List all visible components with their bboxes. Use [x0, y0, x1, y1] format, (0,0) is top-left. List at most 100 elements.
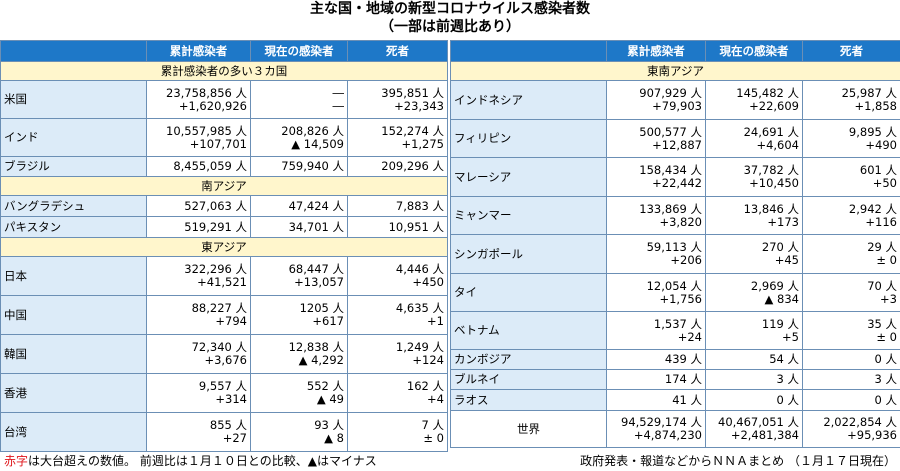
section-heading: 東南アジア [450, 61, 900, 81]
value: 270 人 [761, 240, 799, 254]
value: 59,113 人 [646, 240, 702, 254]
weekly-change: +116 [865, 214, 897, 229]
table-row: タイ 12,054 人 +1,756 2,969 人 ▲ 834 70 人 +3 [450, 273, 900, 312]
region-name: パキスタン [0, 216, 147, 238]
value: 41 人 [672, 392, 702, 407]
title-sub: （一部は前週比あり） [380, 19, 520, 35]
table-row: ミャンマー 133,869 人 +3,820 13,846 人 +173 2,942 人 +… [450, 196, 900, 235]
deaths-cell: 4,635 人 +1 [347, 295, 448, 335]
value: 2,942 人 [848, 201, 897, 216]
deaths-cell: 7,883 人 [347, 195, 448, 217]
value: 25,987 人 [841, 86, 897, 100]
value: 322,296 人 [184, 262, 247, 276]
weekly-change: +617 [312, 314, 344, 328]
deaths-cell: 25,987 人 +1,858 [802, 80, 900, 120]
current-cell: 34,701 人 [250, 216, 348, 238]
weekly-change: +794 [215, 314, 247, 328]
column-header: 現在の感染者 [250, 40, 348, 62]
weekly-change: +124 [412, 353, 444, 367]
deaths-cell: 0 人 [802, 389, 900, 411]
value: 13,846 人 [743, 201, 799, 216]
weekly-change: ± 0 [423, 431, 444, 445]
value: 174 人 [664, 372, 702, 386]
value: 119 人 [761, 316, 799, 331]
weekly-change: +450 [412, 275, 444, 289]
deaths-cell: 2,942 人 +116 [802, 196, 900, 235]
region-name: 韓国 [0, 334, 147, 374]
weekly-change: ± 0 [876, 329, 897, 344]
value: 7 人 [421, 418, 444, 432]
footer-note: 赤字は大台超えの数値。 前週比は１月１０日との比較、▲はマイナス [4, 452, 377, 471]
weekly-change: +3,820 [659, 214, 702, 229]
weekly-change: ▲ 49 [316, 392, 344, 406]
column-header: 現在の感染者 [705, 40, 803, 62]
left-table: 累計感染者 現在の感染者 死者 累計感染者の多い３カ国 米国 23,758,856 人 +1… [0, 40, 448, 452]
deaths-cell: 1,249 人 +124 [347, 334, 448, 374]
value: 7,883 人 [395, 198, 444, 213]
value: 3 人 [776, 372, 799, 386]
table-row: バングラデシュ 527,063 人 47,424 人 7,883 人 [0, 195, 448, 217]
deaths-cell: 209,296 人 [347, 156, 448, 177]
weekly-change: ± 0 [876, 253, 897, 267]
cumulative-cell: 907,929 人 +79,903 [606, 80, 706, 120]
weekly-change: +1,858 [854, 99, 897, 113]
table-row: ブラジル 8,455,059 人 759,940 人 209,296 人 [0, 156, 448, 177]
region-name: インド [0, 118, 147, 157]
value: 0 人 [874, 392, 897, 407]
cumulative-cell: 72,340 人 +3,676 [146, 334, 251, 374]
value: 23,758,856 人 [166, 85, 247, 100]
deaths-cell: 35 人 ± 0 [802, 311, 900, 350]
table-row: マレーシア 158,434 人 +22,442 37,782 人 +10,450 601 … [450, 157, 900, 197]
weekly-change: +5 [782, 329, 799, 344]
value: 68,447 人 [288, 262, 344, 276]
table-row: インドネシア 907,929 人 +79,903 145,482 人 +22,609 25… [450, 80, 900, 120]
weekly-change: +4,604 [756, 137, 799, 152]
region-name: 中国 [0, 295, 147, 335]
table-row: ラオス 41 人 0 人 0 人 [450, 389, 900, 411]
value: 162 人 [406, 379, 444, 393]
value: 9,895 人 [848, 124, 897, 139]
cumulative-cell: 1,537 人 +24 [606, 311, 706, 350]
column-header: 累計感染者 [606, 40, 706, 62]
value: 34,701 人 [288, 219, 344, 234]
region-name: ベトナム [450, 311, 607, 350]
cumulative-cell: 322,296 人 +41,521 [146, 256, 251, 296]
current-cell: 13,846 人 +173 [705, 196, 803, 235]
weekly-change: ― [332, 98, 345, 113]
value: 4,446 人 [395, 262, 444, 276]
weekly-change: +22,609 [749, 99, 799, 113]
value: 855 人 [209, 418, 247, 432]
weekly-change: +13,057 [294, 275, 344, 289]
footer-note-text: は大台超えの数値。 前週比は１月１０日との比較、▲はマイナス [28, 454, 377, 468]
weekly-change: +206 [670, 253, 702, 267]
value: 209,296 人 [381, 159, 444, 173]
value: 1,537 人 [653, 316, 702, 331]
table-row: シンガポール 59,113 人 +206 270 人 +45 29 人 ± 0 [450, 234, 900, 274]
value: 208,826 人 [281, 123, 344, 138]
weekly-change: +24 [677, 329, 702, 344]
weekly-change: +79,903 [652, 99, 702, 113]
deaths-cell: 2,022,854 人 +95,936 [802, 410, 900, 448]
cumulative-cell: 500,577 人 +12,887 [606, 119, 706, 158]
value: 72,340 人 [191, 340, 247, 354]
current-cell: 40,467,051 人 +2,481,384 [705, 410, 803, 448]
footer-red-word: 赤字 [4, 454, 29, 468]
cumulative-cell: 8,455,059 人 [146, 156, 251, 177]
section-heading-row: 東アジア [0, 237, 448, 257]
cumulative-cell: 10,557,985 人 +107,701 [146, 118, 251, 157]
cumulative-cell: 41 人 [606, 389, 706, 411]
title-block: 主な国・地域の新型コロナウイルス感染者数 （一部は前週比あり） [0, 0, 900, 38]
weekly-change: +41,521 [197, 275, 247, 289]
weekly-change: +50 [872, 176, 897, 190]
weekly-change: +4,874,230 [633, 428, 702, 442]
weekly-change: +23,343 [394, 98, 444, 113]
cumulative-cell: 174 人 [606, 369, 706, 390]
value: 158,434 人 [639, 163, 702, 177]
weekly-change: +1,275 [401, 136, 444, 151]
table-row: 世界 94,529,174 人 +4,874,230 40,467,051 人 +2,4… [450, 410, 900, 448]
region-name: ブラジル [0, 156, 147, 177]
weekly-change: +12,887 [652, 137, 702, 152]
weekly-change: +490 [865, 137, 897, 152]
